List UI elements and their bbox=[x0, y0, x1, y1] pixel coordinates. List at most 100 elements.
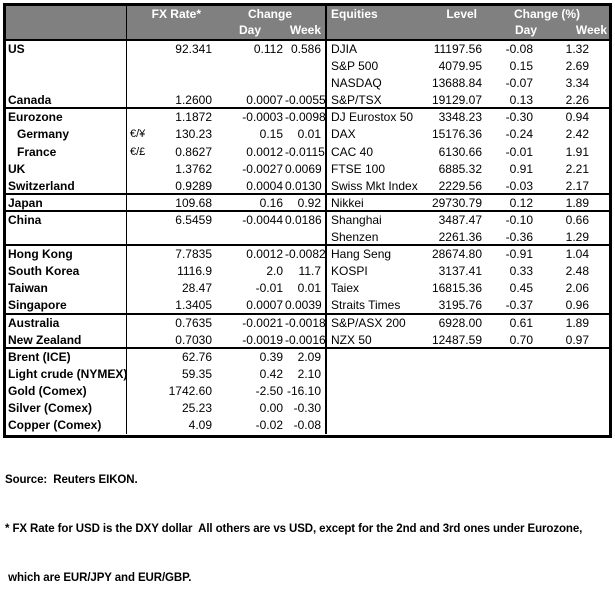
equity-week-change-cell bbox=[547, 400, 609, 417]
equity-level-cell: 3195.76 bbox=[438, 298, 482, 313]
fx-day-change-cell: -2.50 bbox=[255, 383, 283, 398]
currency-pair-cell bbox=[127, 417, 157, 434]
fx-day-change-cell: 0.0012 bbox=[246, 144, 283, 159]
equity-day-change-cell: 0.45 bbox=[509, 281, 533, 296]
equity-name-cell: Taiex bbox=[331, 281, 360, 296]
table-row: S&P 500 4079.95 0.15 2.69 bbox=[6, 58, 609, 76]
fx-rate-cell: 59.35 bbox=[181, 366, 212, 381]
equity-week-change-cell: 0.96 bbox=[565, 298, 589, 313]
equity-week-change-cell: 2.48 bbox=[565, 264, 589, 279]
fx-week-change-cell: 0.01 bbox=[285, 126, 327, 144]
equity-name-cell bbox=[327, 366, 427, 383]
fx-country-cell: Eurozone bbox=[6, 109, 127, 127]
fx-rate-cell bbox=[157, 229, 215, 246]
equity-name-cell bbox=[327, 400, 427, 417]
fx-country-cell: South Korea bbox=[6, 263, 127, 281]
equity-name-cell: FTSE 100 bbox=[331, 161, 386, 176]
fx-rate-cell: 7.7835 bbox=[175, 247, 212, 262]
table-row: Brent (ICE) 62.76 0.39 2.09 bbox=[6, 348, 609, 366]
fx-country-cell: Light crude (NYMEX) bbox=[6, 365, 127, 383]
fx-country-cell: France bbox=[6, 143, 127, 161]
equity-day-change-cell bbox=[485, 366, 547, 383]
equity-week-change-cell: 0.94 bbox=[565, 110, 589, 125]
equity-level-cell: 3137.41 bbox=[438, 264, 482, 279]
fx-footnote-line2: which are EUR/JPY and EUR/GBP. bbox=[5, 571, 192, 584]
equity-level-cell: 13688.84 bbox=[431, 76, 482, 91]
fx-country-cell bbox=[6, 75, 127, 93]
equity-name-cell bbox=[327, 417, 427, 434]
fx-week-change-cell: 2.10 bbox=[285, 365, 327, 383]
table-row: South Korea 1116.9 2.0 11.7 KOSPI 3137.4… bbox=[6, 263, 609, 281]
fx-day-change-cell: -0.01 bbox=[255, 281, 283, 296]
table-header: FX Rate* Change Equities Level Change (%… bbox=[6, 6, 609, 41]
fx-footnote-line1: * FX Rate for USD is the DXY dollar All … bbox=[5, 523, 583, 536]
table-footnotes: Source: Reuters EIKON. * FX Rate for USD… bbox=[5, 440, 613, 602]
equity-day-change-cell bbox=[485, 417, 547, 434]
header-empty-cell bbox=[157, 23, 215, 39]
fx-day-change-cell: 0.112 bbox=[253, 42, 283, 56]
equity-week-change-cell: 2.42 bbox=[565, 127, 589, 142]
equity-level-cell: 4079.95 bbox=[438, 59, 482, 74]
equity-level-cell: 6885.32 bbox=[438, 161, 482, 176]
fx-week-change-cell: 0.0039 bbox=[285, 297, 327, 315]
fx-week-change-cell: 11.7 bbox=[285, 263, 327, 281]
equity-day-change-cell bbox=[485, 400, 547, 417]
equity-day-change-cell: 0.91 bbox=[509, 161, 533, 176]
table-row: Singapore 1.3405 0.0007 0.0039 Straits T… bbox=[6, 297, 609, 315]
fx-day-change-cell: 0.0004 bbox=[246, 178, 283, 193]
equity-day-change-cell: 0.13 bbox=[509, 93, 533, 108]
currency-pair-cell bbox=[127, 315, 157, 332]
fx-week-change-cell: 0.0069 bbox=[285, 160, 327, 178]
fx-week-header: Week bbox=[285, 23, 327, 39]
header-row-1: FX Rate* Change Equities Level Change (%… bbox=[6, 6, 609, 23]
currency-pair-cell bbox=[127, 297, 157, 314]
equity-name-cell: Hang Seng bbox=[331, 247, 392, 262]
fx-rate-cell: 25.23 bbox=[181, 400, 212, 415]
equity-level-cell bbox=[427, 417, 485, 434]
equity-name-cell: S&P/TSX bbox=[331, 93, 382, 108]
equity-name-cell: S&P 500 bbox=[331, 59, 379, 74]
equity-level-cell: 6928.00 bbox=[438, 315, 482, 330]
equity-week-change-cell: 1.04 bbox=[565, 247, 589, 262]
currency-pair-cell bbox=[127, 109, 157, 126]
table-row: NASDAQ 13688.84 -0.07 3.34 bbox=[6, 75, 609, 93]
equity-day-change-cell: 0.70 bbox=[509, 332, 533, 347]
equity-week-change-cell bbox=[547, 366, 609, 383]
equity-name-cell bbox=[327, 383, 427, 400]
fx-week-change-cell: 2.09 bbox=[285, 348, 327, 366]
fx-week-change-cell: -0.08 bbox=[285, 417, 327, 435]
fx-country-cell: New Zealand bbox=[6, 331, 127, 349]
equity-level-cell bbox=[427, 400, 485, 417]
currency-pair-cell bbox=[127, 161, 157, 178]
fx-rate-cell: 1.1872 bbox=[175, 110, 212, 125]
fx-day-change-cell: 2.0 bbox=[266, 264, 283, 279]
fx-week-change-cell: -0.0055 bbox=[285, 92, 327, 110]
equities-header: Equities bbox=[331, 7, 378, 21]
equity-week-change-cell bbox=[547, 383, 609, 400]
equity-week-change-cell: 2.17 bbox=[565, 178, 589, 193]
equity-week-change-cell: 0.66 bbox=[565, 212, 589, 227]
equity-day-change-cell: 0.61 bbox=[509, 315, 533, 330]
equity-day-change-cell: -0.36 bbox=[505, 230, 533, 245]
equity-level-cell: 2229.56 bbox=[438, 178, 482, 193]
currency-pair-cell bbox=[127, 332, 157, 349]
fx-week-change-cell: 0.01 bbox=[285, 280, 327, 298]
equity-name-cell: Shanghai bbox=[331, 212, 382, 227]
fx-rate-cell: 109.68 bbox=[175, 195, 212, 210]
equity-week-header: Week bbox=[575, 23, 607, 37]
equity-day-change-cell: -0.07 bbox=[505, 76, 533, 91]
table-row: Shenzen 2261.36 -0.36 1.29 bbox=[6, 229, 609, 247]
header-corner-cell bbox=[6, 6, 127, 23]
currency-pair-cell bbox=[127, 366, 157, 383]
fx-rate-cell: 28.47 bbox=[181, 281, 212, 296]
equity-week-change-cell: 1.32 bbox=[565, 42, 589, 56]
currency-pair-cell bbox=[127, 383, 157, 400]
equity-level-cell: 12487.59 bbox=[431, 332, 482, 347]
equity-name-cell: DAX bbox=[331, 127, 356, 142]
currency-pair-cell bbox=[127, 349, 157, 366]
fx-rate-cell: 1.2600 bbox=[175, 93, 212, 108]
equity-day-change-cell bbox=[485, 349, 547, 366]
fx-rate-cell: 4.09 bbox=[188, 418, 212, 433]
change-header: Change bbox=[215, 6, 327, 23]
equity-level-cell: 3487.47 bbox=[438, 212, 482, 227]
